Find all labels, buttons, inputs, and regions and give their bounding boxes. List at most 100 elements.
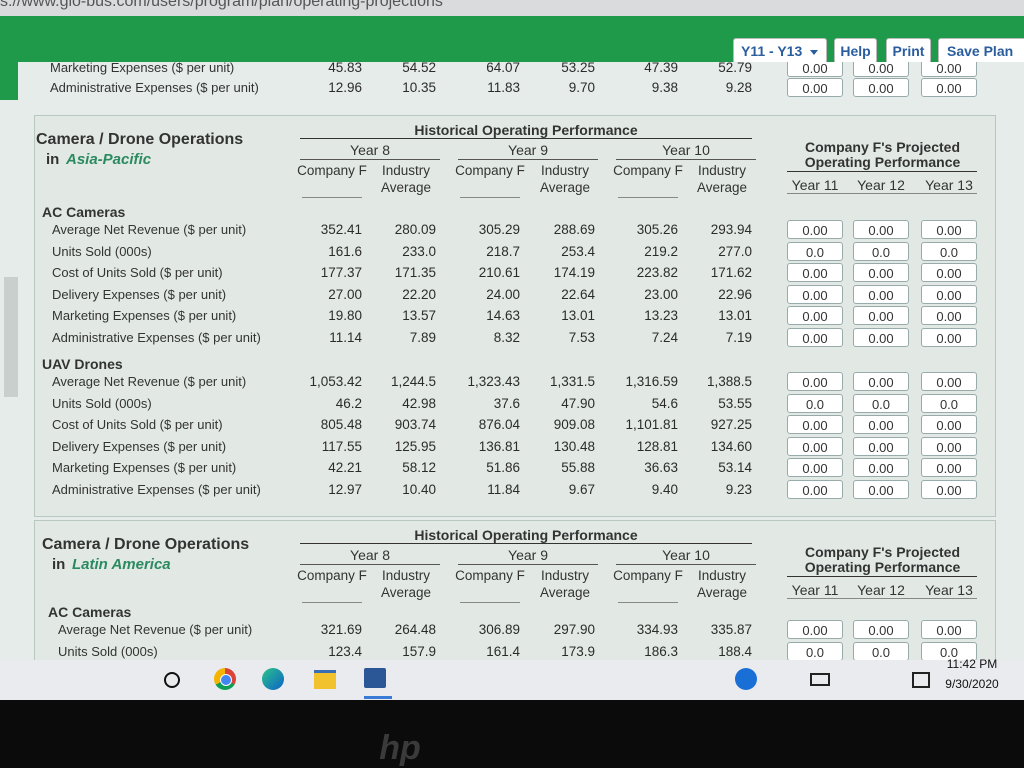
column-rule (618, 197, 678, 198)
cell-value: 13.01 (718, 308, 752, 323)
projected-rule (787, 171, 977, 172)
projection-input[interactable]: 0.00 (921, 620, 977, 639)
projection-input[interactable]: 0.00 (853, 372, 909, 391)
word-icon[interactable] (364, 668, 386, 688)
projection-input[interactable]: 0.0 (853, 641, 909, 660)
bezel: hp (0, 700, 1024, 768)
cell-value: 13.01 (561, 308, 595, 323)
cell-value: 253.4 (561, 243, 595, 259)
projection-input[interactable]: 0.00 (921, 436, 977, 456)
projection-input[interactable]: 0.00 (921, 372, 977, 391)
projection-input[interactable]: 0.00 (921, 458, 977, 477)
projection-input[interactable]: 0.00 (853, 620, 909, 639)
projection-input[interactable]: 0.00 (921, 78, 977, 97)
projection-input[interactable]: 0.00 (787, 415, 843, 434)
projection-input[interactable]: 0.00 (787, 263, 843, 282)
print-button[interactable]: Print (886, 38, 931, 64)
projection-input[interactable]: 0.00 (853, 62, 909, 77)
projection-input[interactable]: 0.00 (853, 458, 909, 477)
projection-input[interactable]: 0.00 (921, 62, 977, 77)
projection-input[interactable]: 0.00 (921, 327, 977, 347)
column-header: Company F (455, 163, 525, 178)
cell-value: 293.94 (710, 222, 752, 237)
help-icon[interactable] (735, 668, 757, 690)
projection-input[interactable]: 0.00 (853, 263, 909, 282)
year-range-button[interactable]: Y11 - Y13 (733, 38, 827, 64)
cell-value: 280.09 (394, 222, 436, 237)
projection-input[interactable]: 0.00 (853, 78, 909, 97)
projection-input[interactable]: 0.0 (921, 641, 977, 660)
projection-input[interactable]: 0.0 (853, 393, 909, 413)
cell-value: 10.35 (402, 80, 436, 95)
projection-input[interactable]: 0.00 (787, 284, 843, 304)
projection-input[interactable]: 0.00 (787, 220, 843, 239)
cell-value: 130.48 (553, 438, 595, 454)
search-icon[interactable] (164, 672, 180, 688)
year-header: Year 8 (350, 547, 390, 563)
row-label: Cost of Units Sold ($ per unit) (52, 417, 223, 432)
cell-value: 11.83 (487, 80, 520, 95)
projection-input[interactable]: 0.00 (921, 263, 977, 282)
projection-input[interactable]: 0.00 (853, 415, 909, 434)
projection-input[interactable]: 0.00 (921, 284, 977, 304)
projection-input[interactable]: 0.00 (787, 620, 843, 639)
cell-value: 210.61 (478, 265, 520, 280)
projection-input[interactable]: 0.00 (787, 78, 843, 97)
cell-value: 297.90 (553, 622, 595, 637)
row-label: Marketing Expenses ($ per unit) (50, 62, 235, 75)
edge-icon[interactable] (262, 668, 284, 690)
cell-value: 128.81 (636, 438, 678, 454)
cell-value: 55.88 (561, 460, 595, 475)
projection-input[interactable]: 0.00 (787, 479, 843, 499)
save-button[interactable]: Save Plan (938, 38, 1024, 64)
content: Marketing Expenses ($ per unit) 45.83 54.5… (0, 62, 1024, 660)
projection-input[interactable]: 0.00 (787, 458, 843, 477)
cell-value: 157.9 (402, 643, 436, 659)
cell-value: 13.57 (402, 308, 436, 323)
projection-input[interactable]: 0.0 (787, 241, 843, 261)
cell-value: 45.83 (328, 62, 362, 75)
chrome-icon[interactable] (214, 668, 236, 690)
cell-value: 42.21 (328, 460, 362, 475)
row-label: Administrative Expenses ($ per unit) (52, 329, 261, 345)
projection-input[interactable]: 0.0 (787, 393, 843, 413)
projection-input[interactable]: 0.00 (853, 306, 909, 325)
projection-input[interactable]: 0.00 (921, 479, 977, 499)
projection-input[interactable]: 0.00 (853, 479, 909, 499)
projection-input[interactable]: 0.00 (853, 220, 909, 239)
projected-year: Year 11 (791, 582, 839, 598)
column-rule (302, 602, 362, 603)
cell-value: 305.26 (636, 222, 678, 237)
projection-input[interactable]: 0.00 (787, 372, 843, 391)
projection-input[interactable]: 0.00 (787, 62, 843, 77)
projection-input[interactable]: 0.00 (787, 306, 843, 325)
cell-value: 334.93 (636, 622, 678, 637)
help-button[interactable]: Help (834, 38, 877, 64)
projection-input[interactable]: 0.00 (853, 284, 909, 304)
column-header: Industry Average (380, 163, 432, 195)
projection-input[interactable]: 0.00 (787, 327, 843, 347)
projection-input[interactable]: 0.00 (921, 220, 977, 239)
cell-value: 909.08 (553, 417, 595, 432)
projection-input[interactable]: 0.0 (921, 393, 977, 413)
historical-header: Historical Operating Performance (414, 527, 638, 543)
projection-input[interactable]: 0.00 (921, 306, 977, 325)
battery-icon[interactable] (810, 673, 830, 686)
cell-value: 10.40 (402, 481, 436, 497)
explorer-icon[interactable] (314, 670, 336, 689)
projection-input[interactable]: 0.00 (853, 436, 909, 456)
projection-input[interactable]: 0.00 (853, 327, 909, 347)
projection-input[interactable]: 0.00 (921, 415, 977, 434)
projection-input[interactable]: 0.0 (921, 241, 977, 261)
projection-input[interactable]: 0.00 (787, 436, 843, 456)
row-label: Marketing Expenses ($ per unit) (52, 460, 237, 475)
projection-input[interactable]: 0.0 (853, 241, 909, 261)
cell-value: 161.6 (328, 243, 362, 259)
year-rule (616, 564, 756, 565)
region-name: Asia-Pacific (66, 151, 152, 168)
projected-year: Year 13 (925, 177, 973, 193)
column-header: Company F (613, 568, 683, 583)
notification-icon[interactable] (912, 672, 930, 688)
cell-value: 53.55 (718, 395, 752, 411)
projection-input[interactable]: 0.0 (787, 641, 843, 660)
